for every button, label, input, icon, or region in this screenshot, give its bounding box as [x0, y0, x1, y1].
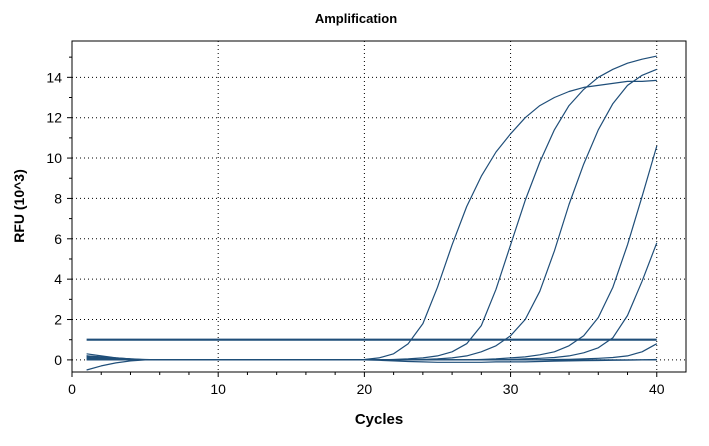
amplification-curve-8 [86, 355, 657, 363]
x-tick-label: 0 [68, 381, 76, 397]
x-tick-label: 20 [357, 381, 373, 397]
y-tick-label: 0 [54, 352, 62, 368]
amplification-curve-5 [86, 242, 658, 361]
axis-ticks: 0 10 20 30 40 0 2 4 6 8 10 12 14 [46, 56, 665, 397]
amplification-curve-1 [86, 79, 657, 371]
y-tick-label: 6 [54, 231, 62, 247]
x-axis-label: Cycles [355, 411, 403, 428]
amplification-curve-6 [86, 343, 658, 361]
amplification-curve-4 [86, 145, 658, 361]
y-tick-label: 8 [54, 190, 62, 206]
y-tick-label: 4 [54, 271, 62, 287]
y-tick-label: 14 [46, 69, 62, 85]
y-tick-label: 2 [54, 312, 62, 328]
plot-area-frame [71, 40, 687, 373]
y-tick-label: 10 [46, 150, 62, 166]
series-lines [86, 55, 658, 371]
y-tick-label: 12 [46, 110, 62, 126]
amplification-curve-2 [86, 55, 657, 361]
x-tick-label: 40 [649, 381, 665, 397]
y-axis-label: RFU (10^3) [11, 169, 27, 243]
x-tick-label: 30 [503, 381, 519, 397]
x-tick-label: 10 [210, 381, 226, 397]
amplification-curve-3 [86, 68, 658, 361]
chart-title: Amplification [315, 11, 397, 26]
